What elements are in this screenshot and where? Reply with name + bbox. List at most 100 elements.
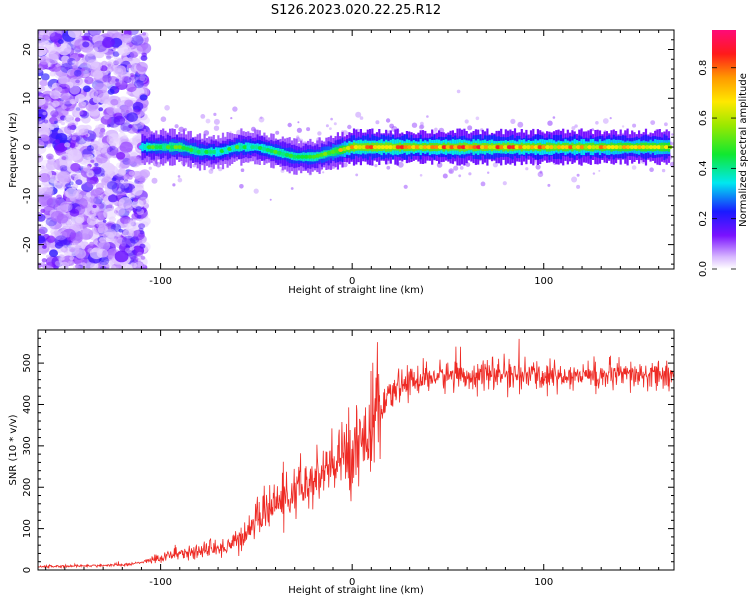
noise-blob — [45, 161, 58, 171]
ridge-core — [495, 145, 501, 150]
ridge-core — [254, 145, 259, 150]
colorbar-tick-label: 0.4 — [698, 160, 709, 176]
speckle — [342, 162, 348, 168]
y-tick-label: 300 — [22, 436, 33, 455]
noise-blob — [110, 98, 119, 106]
noise-blob — [134, 256, 148, 268]
noise-blob — [75, 124, 89, 136]
ridge-core — [403, 145, 409, 150]
snr-xlabel: Height of straight line (km) — [288, 585, 424, 596]
ridge-core — [139, 145, 144, 150]
speckle — [333, 122, 337, 126]
noise-blob — [105, 66, 114, 73]
noise-blob — [45, 109, 54, 116]
noise-blob — [86, 215, 99, 226]
noise-blob — [102, 37, 115, 48]
speckle — [434, 127, 438, 132]
speckle — [467, 125, 473, 131]
noise-blob — [69, 208, 80, 217]
noise-blob — [130, 255, 139, 263]
ridge-core — [579, 145, 585, 150]
noise-blob — [67, 122, 76, 129]
speckle — [275, 130, 280, 135]
ridge-core — [652, 145, 658, 150]
noise-blob — [43, 105, 48, 109]
noise-blob — [79, 110, 88, 117]
speckle — [317, 131, 322, 136]
noise-blob — [45, 53, 59, 65]
noise-blob — [81, 101, 87, 106]
ridge-core — [277, 150, 282, 155]
snr-ylabel: SNR (10 * v/v) — [8, 414, 19, 485]
noise-blob — [52, 100, 60, 107]
speckle — [240, 168, 245, 172]
noise-blob — [75, 117, 81, 122]
noise-blob — [60, 92, 70, 101]
ridge-core — [265, 148, 271, 152]
speckle — [456, 89, 461, 94]
ridge-core — [414, 145, 420, 150]
speckle — [385, 118, 391, 123]
speckle — [574, 124, 578, 128]
speckle — [355, 111, 362, 118]
noise-blob — [38, 134, 51, 146]
noise-blob — [114, 206, 126, 216]
ridge-core — [618, 145, 623, 150]
ridge-core — [549, 145, 554, 150]
speckle — [475, 116, 480, 121]
colorbar-tick-label: 0.0 — [698, 261, 709, 277]
speckle — [468, 172, 472, 176]
noise-blob — [86, 170, 95, 178]
ridge-core — [503, 145, 508, 150]
noise-blob — [57, 39, 64, 45]
noise-blob — [59, 165, 68, 172]
noise-blob — [130, 51, 138, 58]
speckle — [453, 165, 459, 171]
noise-blob — [48, 174, 59, 184]
noise-blob — [38, 117, 43, 124]
noise-blob — [98, 256, 110, 266]
speckle — [420, 121, 424, 126]
noise-blob — [61, 156, 67, 161]
speckle — [448, 168, 455, 174]
noise-blob — [123, 263, 131, 269]
ridge-core — [250, 145, 256, 150]
ridge-core — [307, 154, 313, 159]
snr-frame — [37, 329, 675, 571]
noise-blob — [122, 173, 130, 180]
colorbar-tick-label: 0.8 — [698, 60, 709, 76]
noise-blob — [139, 169, 151, 179]
ridge-core — [315, 153, 321, 158]
ridge-core — [372, 145, 378, 150]
noise-blob — [57, 171, 71, 183]
speckle — [671, 133, 674, 136]
x-tick-label: -100 — [149, 577, 172, 588]
y-tick-label: -20 — [22, 236, 33, 252]
noise-blob — [67, 30, 81, 38]
noise-blob — [110, 223, 122, 233]
ridge-core — [522, 145, 527, 150]
ridge-core — [583, 145, 589, 150]
noise-blob — [132, 170, 142, 179]
noise-blob — [123, 76, 132, 84]
ridge-core — [162, 145, 167, 150]
ridge-core — [257, 146, 263, 150]
speckle — [649, 167, 654, 172]
noise-blob — [75, 216, 83, 224]
noise-blob — [93, 47, 99, 52]
noise-blob — [132, 101, 144, 111]
noise-blob — [123, 218, 135, 227]
noise-blob — [38, 226, 48, 235]
noise-blob — [117, 168, 127, 176]
speckle — [208, 169, 214, 174]
ridge-core — [610, 145, 616, 150]
noise-blob — [139, 94, 148, 101]
noise-blob — [125, 83, 137, 93]
noise-blob — [132, 187, 143, 196]
ridge-core — [545, 145, 550, 150]
speckle — [632, 123, 637, 128]
colorbar: 0.0 0.2 0.4 0.6 0.8 Normalized spectral ampl… — [698, 30, 749, 277]
noise-blob — [56, 194, 62, 200]
ridge-core — [533, 145, 539, 150]
ridge-core — [234, 145, 240, 150]
